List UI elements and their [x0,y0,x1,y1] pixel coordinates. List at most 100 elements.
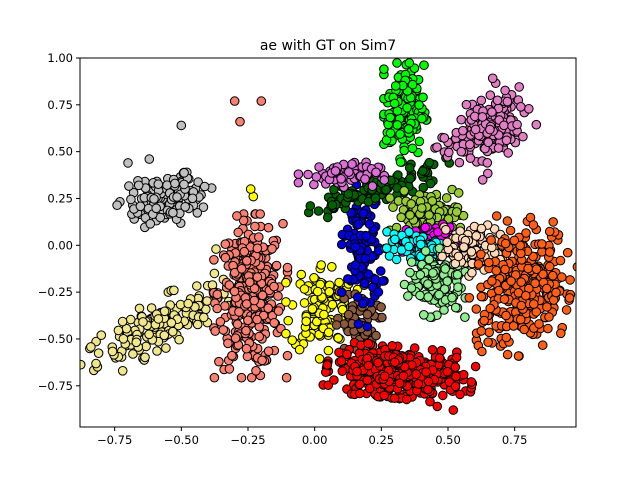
data-point [144,329,154,340]
data-point [501,135,512,146]
series-11 [430,73,542,185]
data-point [499,120,509,131]
data-point [337,287,347,298]
data-point [241,343,252,354]
data-point [324,287,335,297]
data-point [437,251,448,262]
data-point [322,360,333,370]
data-point [358,298,368,309]
x-tick-label: 0.50 [435,433,461,447]
data-point [417,203,427,213]
data-point [207,280,218,290]
data-point [413,379,424,389]
data-point [456,114,467,125]
data-point [415,290,425,301]
data-point [379,64,389,74]
data-point [515,314,526,325]
data-point [323,327,334,338]
series-2 [80,244,259,376]
data-point [252,243,263,254]
data-point [417,113,427,124]
data-point [424,210,434,220]
data-point [220,239,231,249]
data-point [396,212,407,223]
data-point [420,222,431,233]
data-point [401,394,412,405]
data-point [409,343,420,353]
data-point [390,357,400,368]
data-point [379,371,390,382]
data-point [562,247,573,258]
data-point [269,318,280,328]
data-point [263,346,274,357]
data-point [404,163,415,173]
data-point [572,262,576,272]
data-point [199,312,209,323]
data-point [282,350,293,361]
data-point [170,178,180,189]
data-point [450,302,461,313]
data-point [544,226,555,237]
data-point [314,162,324,172]
data-point [146,303,157,313]
data-point [162,180,172,190]
data-point [454,157,465,168]
data-point [519,324,530,335]
data-point [329,375,339,385]
data-point [555,255,566,266]
data-point [229,96,240,106]
series-14 [380,227,461,272]
data-point [473,259,484,269]
data-point [133,180,144,191]
data-point [434,353,445,363]
data-point [485,124,495,135]
data-point [465,139,475,150]
data-point [336,174,346,184]
data-point [233,227,243,238]
data-point [423,376,434,387]
data-point [112,200,122,210]
data-point [389,98,400,109]
data-point [362,309,373,320]
data-point [484,257,494,268]
data-point [363,360,374,371]
data-point [485,303,496,314]
data-point [548,217,559,227]
data-point [153,179,164,189]
data-point [342,349,352,360]
data-point [360,174,370,184]
data-point [385,128,396,138]
y-tick-label: −0.75 [38,379,73,393]
data-point [251,366,261,376]
data-point [561,305,572,315]
data-point [411,369,422,380]
data-point [343,189,354,199]
data-point [407,79,418,90]
data-point [138,317,148,327]
data-point [448,405,459,415]
data-point [499,294,510,305]
data-point [516,277,527,287]
data-point [179,179,189,190]
data-point [479,315,490,326]
data-point [192,281,202,291]
data-point [465,153,476,163]
series-7 [318,337,481,415]
data-point [224,364,235,374]
data-point [399,186,410,196]
data-point [379,175,390,185]
data-point [151,203,161,214]
data-point [492,95,503,106]
data-point [299,284,310,294]
data-point [423,292,434,302]
data-point [379,390,390,401]
data-point [464,293,475,303]
data-point [476,326,487,336]
data-point [414,100,424,110]
data-point [406,199,417,209]
data-point [391,254,402,265]
y-tick-label: 0.75 [47,98,73,112]
series-4 [245,184,365,364]
data-point [514,82,525,92]
data-point [301,316,312,327]
